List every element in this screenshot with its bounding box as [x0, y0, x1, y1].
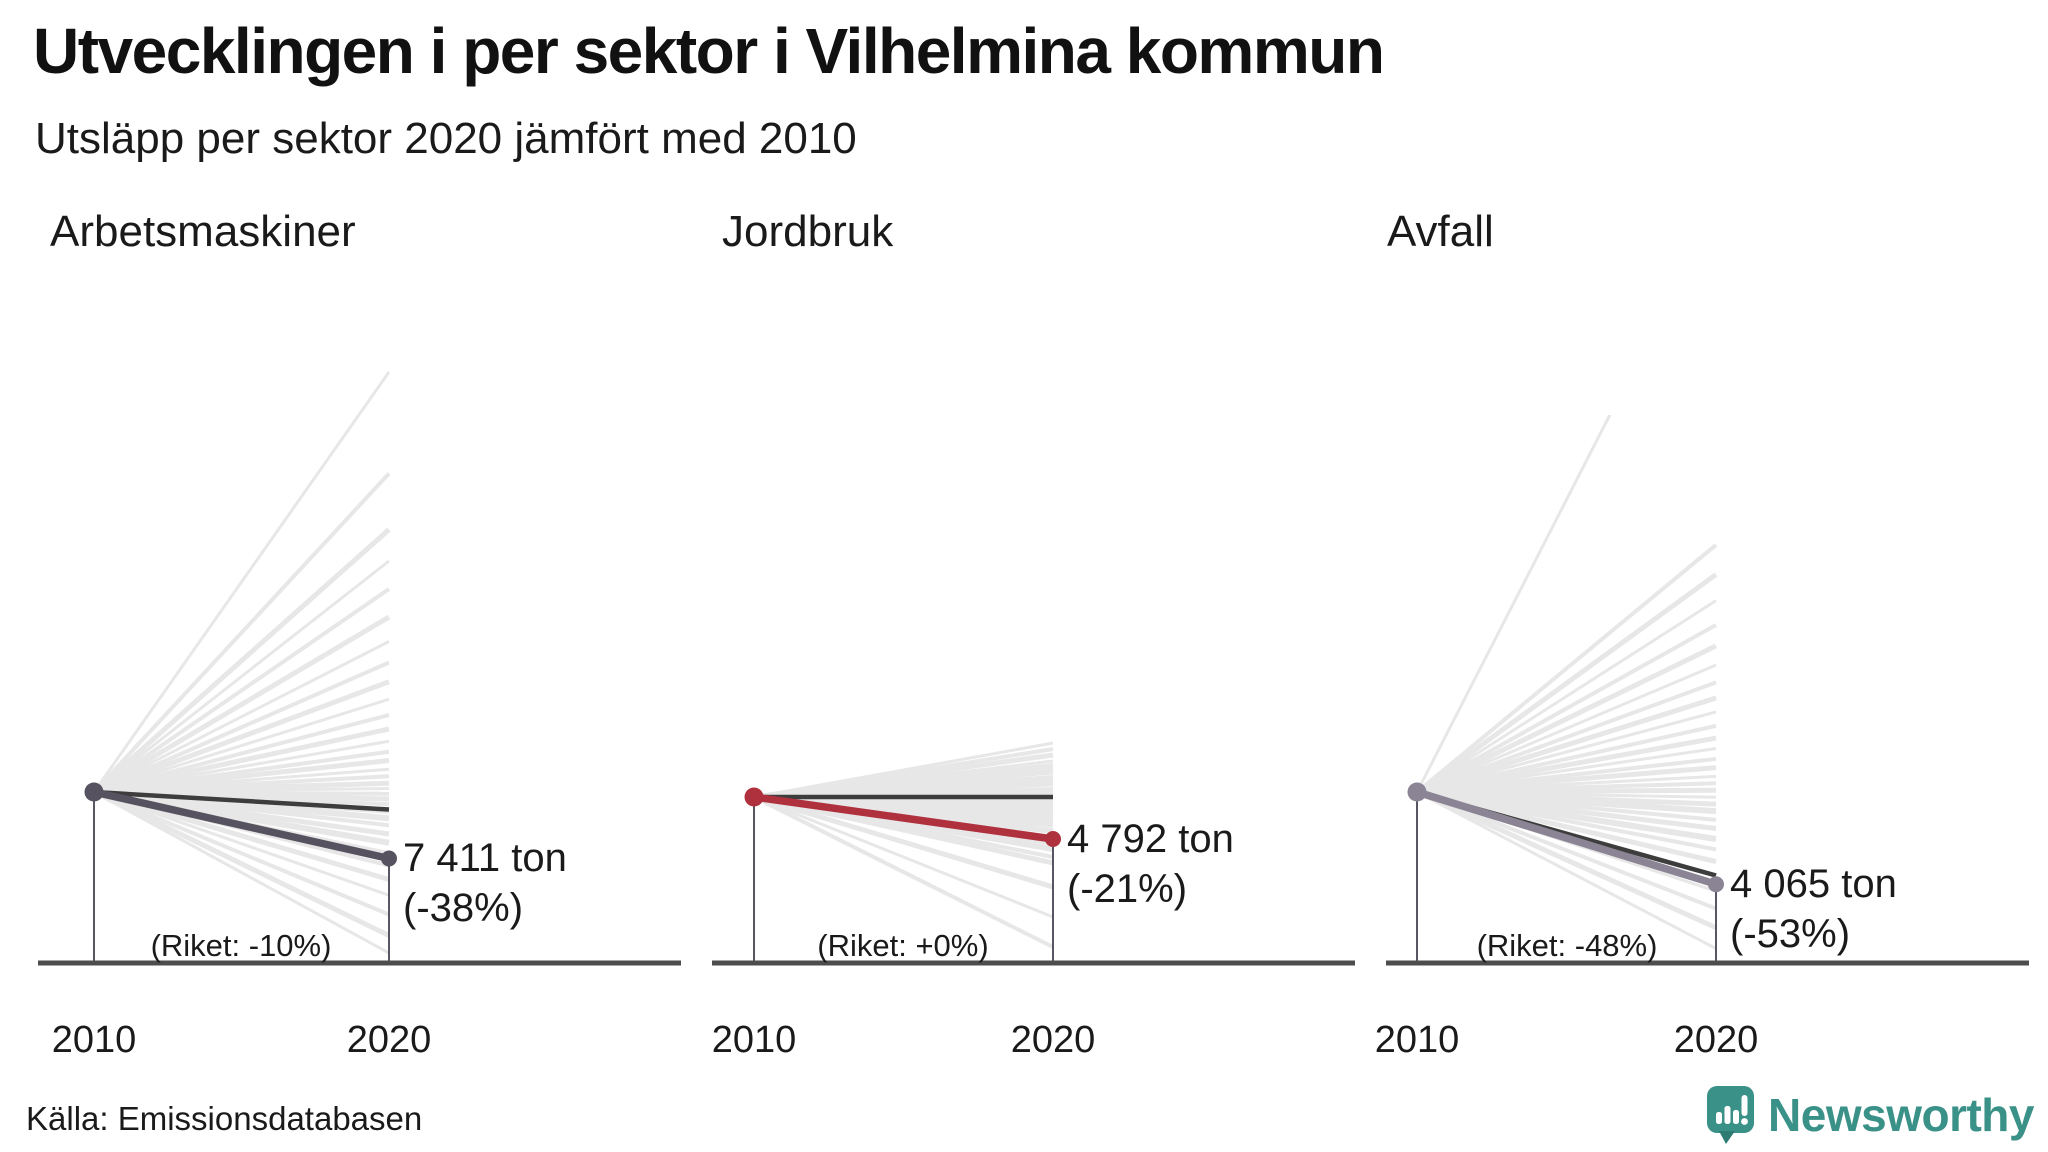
year-label-2010: 2010 — [712, 1019, 797, 1061]
background-municipality-line — [753, 795, 1054, 949]
background-municipality-line — [1416, 710, 1717, 794]
panel-sector-label: Jordbruk — [722, 207, 894, 256]
background-municipality-line — [93, 790, 390, 955]
municipality-line — [1413, 788, 1720, 888]
panel-sector-label: Arbetsmaskiner — [50, 207, 356, 256]
background-municipality-line — [92, 527, 391, 794]
background-municipality-line — [1415, 415, 1612, 793]
year-label-2010: 2010 — [1375, 1019, 1460, 1061]
background-municipality-line — [1416, 663, 1717, 794]
background-municipality-line — [93, 726, 390, 795]
background-municipality-line — [1416, 790, 1717, 911]
background-municipality-line — [92, 587, 391, 794]
riket-change-label: (Riket: +0%) — [817, 928, 988, 963]
year-label-2020: 2020 — [1674, 1019, 1759, 1061]
background-municipality-line — [753, 794, 1054, 866]
background-municipality-line — [1416, 735, 1717, 795]
riket-change-label: (Riket: -10%) — [151, 928, 332, 963]
background-municipality-line — [1415, 643, 1718, 795]
background-lines-group — [753, 741, 1054, 949]
end-dot-2020 — [381, 850, 397, 867]
start-dot-2010 — [744, 787, 764, 807]
change-annotation: (-53%) — [1730, 912, 1850, 956]
change-annotation: (-21%) — [1067, 867, 1187, 911]
municipality-line — [90, 788, 393, 863]
background-municipality-line — [93, 640, 390, 794]
chart-title: Utvecklingen i per sektor i Vilhelmina k… — [33, 15, 1385, 87]
panel-sector-label: Avfall — [1387, 207, 1494, 256]
background-municipality-line — [93, 697, 390, 794]
start-dot-2010 — [84, 782, 104, 802]
change-annotation: (-38%) — [403, 886, 523, 930]
background-municipality-line — [1416, 623, 1717, 794]
year-label-2020: 2020 — [347, 1019, 432, 1061]
riket-change-label: (Riket: -48%) — [1477, 928, 1658, 963]
municipality-line — [750, 793, 1057, 843]
background-municipality-line — [93, 790, 390, 897]
background-lines-group — [92, 371, 391, 955]
background-municipality-line — [92, 371, 391, 793]
background-municipality-line — [1416, 599, 1717, 794]
background-municipality-line — [1416, 695, 1717, 795]
background-municipality-line — [92, 789, 391, 938]
newsworthy-wordmark: Newsworthy — [1768, 1089, 2034, 1141]
background-municipality-line — [1415, 789, 1718, 930]
background-lines-group — [1415, 415, 1718, 950]
background-municipality-line — [93, 559, 390, 794]
value-annotation: 7 411 ton — [403, 836, 567, 880]
chart-footer: Källa: Emissionsdatabasen Newsworthy — [0, 1080, 2048, 1152]
chart-header: Utvecklingen i per sektor i Vilhelmina k… — [33, 0, 1385, 164]
background-municipality-line — [753, 795, 1054, 919]
newsworthy-speech-bubble-bars-icon — [1707, 1086, 1755, 1144]
background-municipality-line — [93, 660, 390, 794]
value-annotation: 4 065 ton — [1730, 862, 1897, 906]
background-municipality-line — [93, 679, 390, 795]
year-label-2010: 2010 — [52, 1019, 137, 1061]
background-municipality-line — [1415, 543, 1718, 794]
source-note: Källa: Emissionsdatabasen — [26, 1100, 423, 1137]
end-dot-2020 — [1708, 876, 1724, 893]
background-municipality-line — [92, 472, 391, 794]
background-municipality-line — [1415, 572, 1718, 795]
background-municipality-line — [93, 790, 390, 917]
background-municipality-line — [92, 614, 391, 795]
background-municipality-line — [753, 794, 1054, 890]
newsworthy-logo: Newsworthy — [1707, 1086, 2034, 1144]
background-municipality-line — [1416, 790, 1717, 950]
end-dot-2020 — [1045, 831, 1061, 847]
riket-reference-line — [93, 789, 390, 812]
year-label-2020: 2020 — [1011, 1019, 1096, 1061]
start-dot-2010 — [1407, 782, 1427, 802]
chart-subtitle: Utsläpp per sektor 2020 jämfört med 2010 — [35, 114, 857, 163]
value-annotation: 4 792 ton — [1067, 817, 1234, 861]
